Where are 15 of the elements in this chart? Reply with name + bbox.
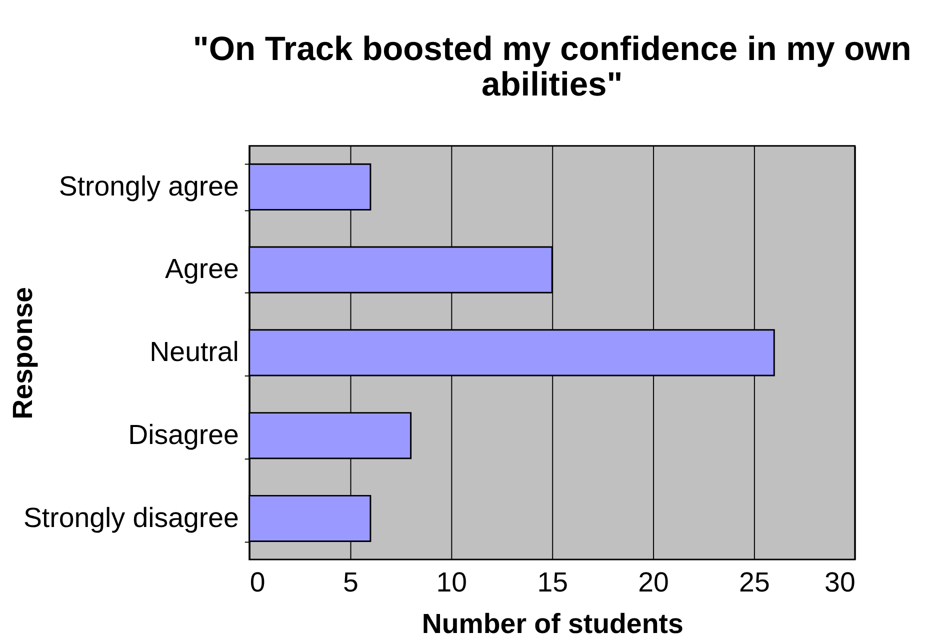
x-tick-label: 15 [537,566,568,598]
y-tick-label: Disagree [128,419,239,450]
y-tick-label: Strongly disagree [23,502,239,533]
x-tick-label: 0 [250,566,266,598]
x-tick-label: 25 [739,566,770,598]
x-axis-title: Number of students [422,608,684,640]
y-tick-label: Agree [165,253,239,284]
x-tick-label: 10 [436,566,468,598]
y-tick-label: Strongly agree [58,170,239,202]
y-axis-title: Response [7,287,38,420]
y-tick-label: Neutral [150,336,239,368]
x-tick-label: 20 [638,566,669,598]
x-tick-label: 30 [824,566,856,598]
x-tick-label: 5 [343,566,358,598]
chart-title: "On Track boosted my confidence in my own abilities" [192,30,912,104]
